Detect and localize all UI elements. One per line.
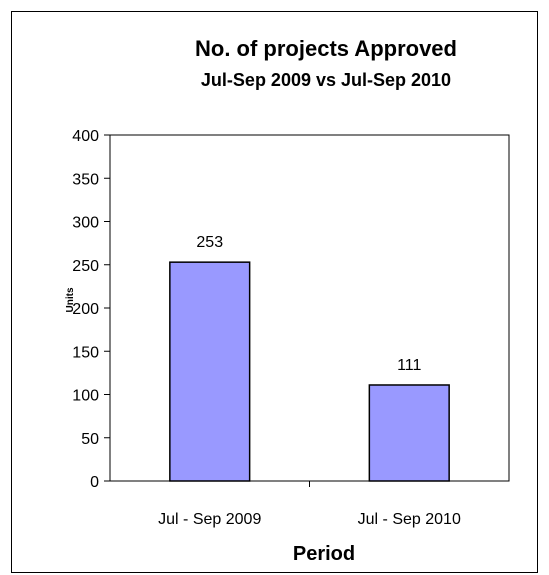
y-tick-label: 400 [72, 128, 99, 145]
data-label: 253 [196, 234, 223, 251]
bar [169, 261, 251, 482]
y-axis-label: Units [65, 287, 76, 312]
x-axis-label: Period [293, 543, 355, 565]
chart-title: No. of projects Approved [195, 36, 457, 61]
y-tick-label: 0 [90, 474, 99, 491]
y-tick-label: 50 [81, 431, 99, 448]
y-tick-label: 100 [72, 388, 99, 405]
data-label: 111 [397, 357, 421, 374]
chart-frame [11, 11, 538, 573]
y-tick-label: 350 [72, 171, 99, 188]
x-category-label: Jul - Sep 2009 [158, 511, 261, 528]
chart-subtitle: Jul-Sep 2009 vs Jul-Sep 2010 [201, 70, 451, 90]
x-category-label: Jul - Sep 2010 [358, 511, 461, 528]
plot-area: 0 50 100 150 200 250 300 350 400 253 Jul - Sep 200… [72, 128, 510, 528]
bar [368, 384, 450, 482]
y-tick-label: 200 [72, 301, 99, 318]
y-tick-label: 300 [72, 215, 99, 232]
y-tick-label: 150 [72, 344, 99, 361]
y-tick-label: 250 [72, 258, 99, 275]
